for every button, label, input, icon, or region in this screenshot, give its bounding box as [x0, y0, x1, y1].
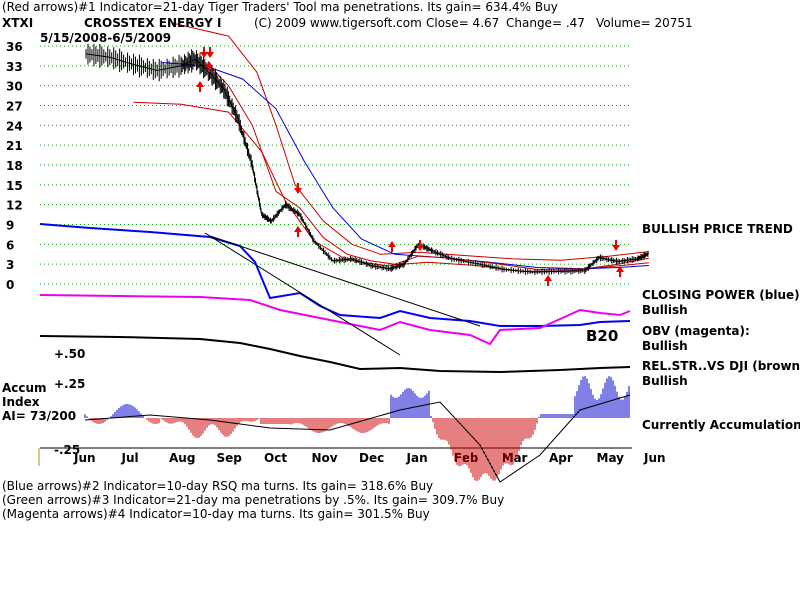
signal-arrow-head	[416, 245, 424, 251]
month-label: Dec	[359, 451, 384, 465]
signal-arrow-head	[196, 81, 204, 87]
volume-value: Volume= 20751	[596, 16, 693, 30]
y-tick-label: 36	[6, 40, 23, 54]
price-line	[85, 53, 650, 273]
obv-status: Bullish	[642, 339, 688, 353]
close-value: Close= 4.67	[426, 16, 500, 30]
closing-power-label: CLOSING POWER (blue):	[642, 288, 800, 302]
closing-power-status: Bullish	[642, 303, 688, 317]
indicator-1-text: (Red arrows)#1 Indicator=21-day Tiger Tr…	[2, 0, 558, 14]
relstr-label: REL.STR..VS DJI (brown):	[642, 359, 800, 373]
accum-label: Accum	[2, 381, 47, 395]
month-label: Oct	[264, 451, 287, 465]
month-label: Jan	[406, 451, 428, 465]
long-ma-line	[161, 62, 649, 270]
obv-label: OBV (magenta):	[642, 324, 750, 338]
month-label: Nov	[312, 451, 338, 465]
y-tick-label: 12	[6, 199, 23, 213]
indicator-4-text: (Magenta arrows)#4 Indicator=10-day ma t…	[2, 507, 430, 521]
index-label: Index	[2, 395, 40, 409]
signal-arrow-head	[616, 266, 624, 272]
y-tick-label: 27	[6, 100, 23, 114]
signal-arrow-head	[612, 245, 620, 251]
trend-label: BULLISH PRICE TREND	[642, 222, 793, 236]
signal-arrow-head	[294, 226, 302, 232]
level-mid: +.25	[54, 377, 86, 391]
company-name: CROSSTEX ENERGY I	[84, 16, 222, 30]
short-ma-line	[181, 65, 649, 271]
y-tick-label: 0	[6, 278, 14, 292]
y-tick-label: 6	[6, 238, 14, 252]
downtrend-line	[209, 235, 481, 327]
date-range: 5/15/2008-6/5/2009	[40, 31, 172, 45]
signal-arrow-head	[205, 61, 213, 67]
y-tick-label: 33	[6, 60, 23, 74]
upper-band-line	[171, 22, 649, 261]
closing-power-line	[39, 223, 631, 327]
ai-value: AI= 73/200	[2, 409, 77, 423]
indicator-3-text: (Green arrows)#3 Indicator=21-day ma pen…	[2, 493, 505, 507]
relstr-line	[39, 335, 631, 374]
change-value: Change= .47	[506, 16, 585, 30]
signal-arrow-head	[200, 52, 208, 58]
downtrend-line	[204, 232, 401, 356]
month-label: Sep	[217, 451, 243, 465]
month-label: Aug	[169, 451, 195, 465]
y-tick-label: 30	[6, 80, 23, 94]
y-tick-label: 15	[6, 179, 23, 193]
indicator-2-text: (Blue arrows)#2 Indicator=10-day RSQ ma …	[2, 479, 434, 493]
month-label: Apr	[549, 451, 573, 465]
y-tick-label: 18	[6, 159, 23, 173]
level-upper: +.50	[54, 347, 86, 361]
relstr-status: Bullish	[642, 374, 688, 388]
obv-line	[39, 294, 631, 346]
accum-signal-line	[84, 394, 631, 483]
signal-arrow-head	[388, 241, 396, 247]
month-label: Jun	[73, 451, 96, 465]
signal-arrow-head	[206, 52, 214, 58]
signal-arrow-head	[294, 188, 302, 194]
y-tick-label: 3	[6, 258, 14, 272]
y-tick-label: 21	[6, 139, 23, 153]
ticker-symbol: XTXI	[2, 16, 34, 30]
y-tick-label: 24	[6, 119, 23, 133]
copyright-text: (C) 2009 www.tigersoft.com	[254, 16, 422, 30]
signal-arrow-head	[544, 275, 552, 281]
b20-annotation: B20	[586, 327, 618, 345]
month-label: May	[597, 451, 625, 465]
y-tick-label: 9	[6, 219, 14, 233]
month-label: Jun	[643, 451, 666, 465]
level-lower: -.25	[54, 443, 81, 457]
month-label: Jul	[121, 451, 139, 465]
accum-status: Currently Accumulation	[642, 418, 800, 432]
